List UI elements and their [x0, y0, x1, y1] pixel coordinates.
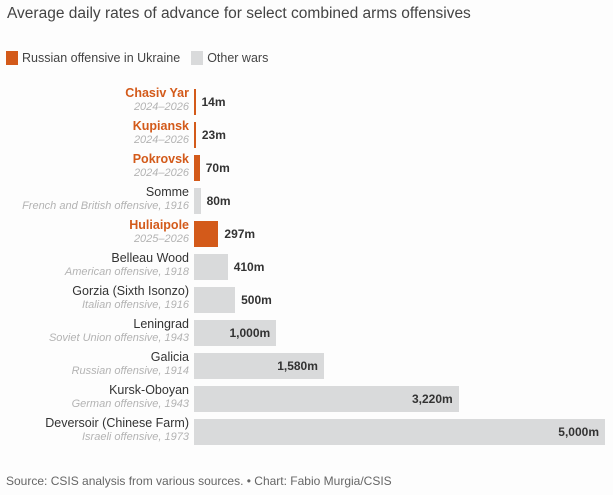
bar-row: Galicia Russian offensive, 1914 1,580m: [0, 350, 613, 383]
category-sublabel: German offensive, 1943: [71, 398, 189, 410]
chart-title: Average daily rates of advance for selec…: [7, 5, 471, 22]
bar: [194, 89, 196, 115]
category-sublabel: 2024–2026: [133, 167, 189, 179]
row-labels: Kupiansk 2024–2026: [133, 119, 189, 147]
legend-label-other: Other wars: [207, 51, 269, 65]
category-sublabel: 2025–2026: [133, 233, 189, 245]
source-note: Source: CSIS analysis from various sourc…: [6, 474, 392, 488]
legend-swatch-russian: [6, 51, 18, 65]
bar-row: Kupiansk 2024–2026 23m: [0, 119, 613, 152]
category-label: Somme: [145, 185, 189, 199]
category-label: Deversoir (Chinese Farm): [45, 416, 189, 430]
row-labels: Galicia Russian offensive, 1914: [72, 350, 189, 378]
category-label: Leningrad: [133, 317, 189, 331]
category-sublabel: Italian offensive, 1916: [81, 299, 189, 311]
row-labels: Deversoir (Chinese Farm) Israeli offensiv…: [45, 416, 189, 444]
data-label: 1,580m: [277, 359, 318, 373]
category-label: Gorzia (Sixth Isonzo): [72, 284, 189, 298]
legend-item-other: Other wars: [191, 51, 268, 65]
bar-row: Gorzia (Sixth Isonzo) Italian offensive, …: [0, 284, 613, 317]
bar-row: Deversoir (Chinese Farm) Israeli offensiv…: [0, 416, 613, 449]
bar-row: Chasiv Yar 2024–2026 14m: [0, 86, 613, 119]
category-label: Galicia: [150, 350, 189, 364]
data-label: 5,000m: [558, 425, 599, 439]
category-label: Kupiansk: [132, 119, 189, 133]
bar: [194, 386, 459, 412]
row-labels: Somme French and British offensive, 1916: [22, 185, 189, 213]
category-sublabel: Russian offensive, 1914: [71, 365, 189, 377]
category-label: Huliaipole: [129, 218, 189, 232]
legend: Russian offensive in Ukraine Other wars: [6, 51, 279, 65]
bar: [194, 320, 277, 346]
data-label: 410m: [233, 260, 265, 274]
bar: [194, 419, 605, 445]
category-sublabel: 2024–2026: [133, 134, 189, 146]
row-labels: Kursk-Oboyan German offensive, 1943: [72, 383, 189, 411]
category-sublabel: Israeli offensive, 1973: [81, 431, 189, 443]
data-label: 80m: [206, 194, 231, 208]
data-label: 70m: [205, 161, 230, 175]
bar-row: Pokrovsk 2024–2026 70m: [0, 152, 613, 185]
bar-row: Huliaipole 2025–2026 297m: [0, 218, 613, 251]
category-sublabel: American offensive, 1918: [64, 266, 189, 278]
legend-label-russian: Russian offensive in Ukraine: [22, 51, 181, 65]
data-label: 3,220m: [411, 392, 453, 406]
data-label: 23m: [201, 128, 226, 142]
data-label: 1,000m: [229, 326, 271, 340]
row-labels: Pokrovsk 2024–2026: [133, 152, 189, 180]
bar: [194, 221, 219, 247]
row-labels: Chasiv Yar 2024–2026: [125, 86, 189, 114]
bar-row: Somme French and British offensive, 1916 8…: [0, 185, 613, 218]
data-label: 297m: [224, 227, 256, 241]
category-label: Chasiv Yar: [125, 86, 189, 100]
category-label: Kursk-Oboyan: [109, 383, 189, 397]
row-labels: Gorzia (Sixth Isonzo) Italian offensive, …: [72, 284, 189, 312]
category-label: Belleau Wood: [111, 251, 189, 265]
data-label: 500m: [241, 293, 272, 307]
bar-row: Kursk-Oboyan German offensive, 1943 3,220m: [0, 383, 613, 416]
category-sublabel: Soviet Union offensive, 1943: [48, 332, 189, 344]
category-sublabel: French and British offensive, 1916: [22, 200, 189, 212]
bar: [194, 254, 228, 280]
bar: [194, 188, 201, 214]
bar-row: Belleau Wood American offensive, 1918 410m: [0, 251, 613, 284]
bar-row: Leningrad Soviet Union offensive, 1943 1,0…: [0, 317, 613, 350]
row-labels: Belleau Wood American offensive, 1918: [65, 251, 189, 279]
row-labels: Huliaipole 2025–2026: [129, 218, 189, 246]
row-labels: Leningrad Soviet Union offensive, 1943: [49, 317, 189, 345]
bar: [194, 353, 324, 379]
bar: [194, 155, 200, 181]
category-label: Pokrovsk: [132, 152, 189, 166]
bar: [194, 287, 236, 313]
legend-item-russian: Russian offensive in Ukraine: [6, 51, 180, 65]
legend-swatch-other: [191, 51, 204, 65]
category-sublabel: 2024–2026: [133, 101, 189, 113]
bar: [194, 122, 196, 148]
data-label: 14m: [201, 95, 226, 109]
